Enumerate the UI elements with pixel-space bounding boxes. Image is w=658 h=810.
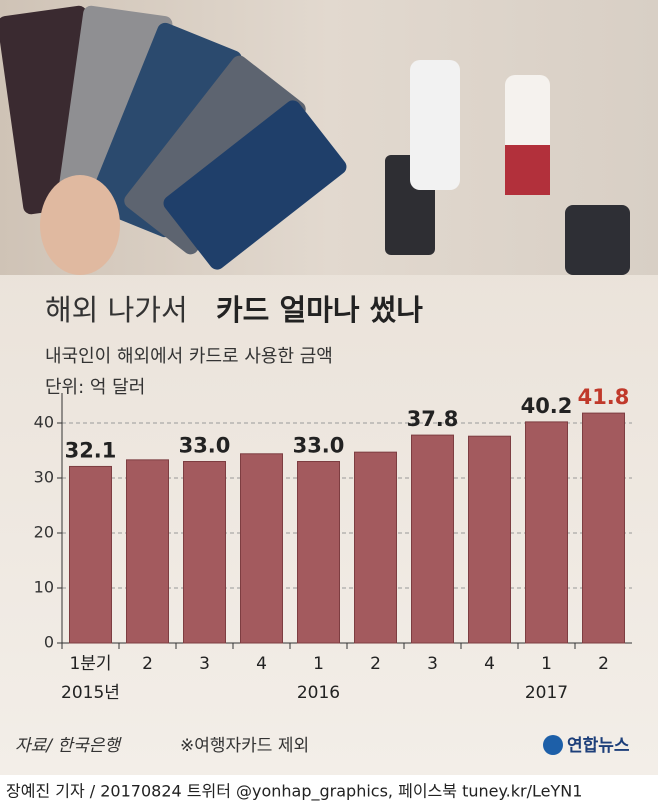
x-group-label: 2016 xyxy=(297,683,340,703)
x-tick-label: 3 xyxy=(199,654,210,674)
x-tick-label: 3 xyxy=(427,654,438,674)
source: 자료/ 한국은행 xyxy=(15,736,122,756)
logo-icon xyxy=(543,735,563,755)
value-label: 33.0 xyxy=(293,434,345,458)
bar xyxy=(582,412,625,644)
photo xyxy=(0,0,658,275)
logo: 연합뉴스 xyxy=(567,735,630,756)
x-group-label: 2017 xyxy=(525,683,568,703)
footer: 장예진 기자 / 20170824 트위터 @yonhap_graphics, … xyxy=(6,782,582,802)
bar xyxy=(183,461,226,644)
x-tick-label: 4 xyxy=(256,654,267,674)
x-tick-label: 1분기 xyxy=(69,654,111,674)
y-tick-label: 30 xyxy=(34,468,54,487)
bar xyxy=(297,461,340,644)
value-label: 40.2 xyxy=(521,394,573,418)
bar xyxy=(69,465,112,644)
x-tick-label: 1 xyxy=(313,654,324,674)
unit: 단위: 억 달러 xyxy=(45,377,145,398)
x-tick-label: 4 xyxy=(484,654,495,674)
x-tick-label: 2 xyxy=(598,654,609,674)
value-label: 33.0 xyxy=(179,434,231,458)
y-tick-label: 40 xyxy=(34,413,54,432)
y-tick-label: 20 xyxy=(34,523,54,542)
subtitle: 내국인이 해외에서 카드로 사용한 금액 xyxy=(45,346,333,367)
bar xyxy=(411,434,454,644)
footer-bar xyxy=(0,775,658,806)
title-light: 해외 나가서 xyxy=(45,293,188,327)
value-label: 37.8 xyxy=(407,407,459,431)
x-tick-label: 1 xyxy=(541,654,552,674)
bar xyxy=(468,435,511,644)
value-label: 32.1 xyxy=(65,438,117,462)
bar xyxy=(126,459,169,644)
bar xyxy=(525,421,568,644)
note: ※여행자카드 제외 xyxy=(180,736,309,756)
x-group-label: 2015년 xyxy=(61,683,120,703)
bar xyxy=(354,451,397,644)
x-tick-label: 2 xyxy=(142,654,153,674)
value-label: 41.8 xyxy=(578,385,630,409)
title-bold: 카드 얼마나 썼나 xyxy=(216,293,423,327)
x-tick-label: 2 xyxy=(370,654,381,674)
y-tick-label: 10 xyxy=(34,578,54,597)
y-tick-label: 0 xyxy=(44,633,54,652)
bar xyxy=(240,453,283,644)
